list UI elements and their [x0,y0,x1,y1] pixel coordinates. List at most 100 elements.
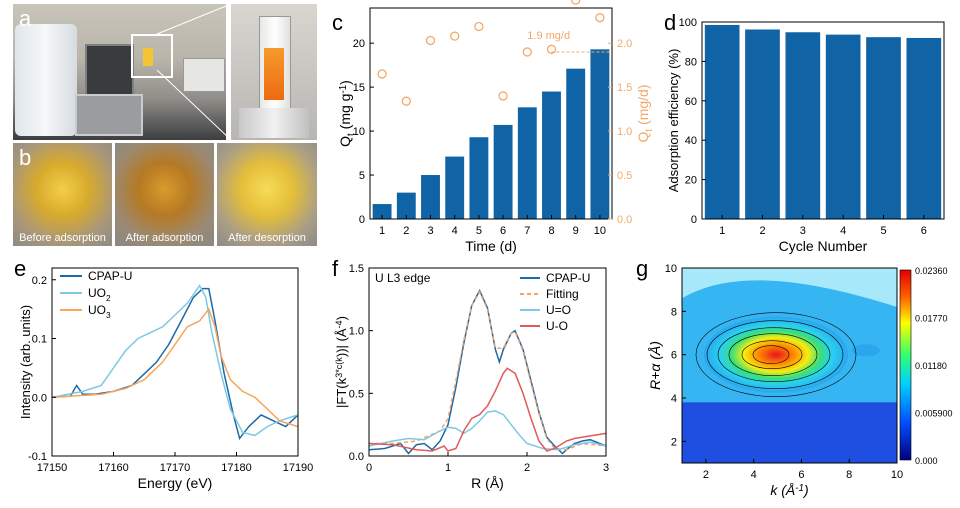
panel-label-c: c [332,10,343,35]
bar-c-9 [566,68,586,219]
e-series-UO2 [51,284,299,437]
panel-label-a: a [19,6,32,31]
e-xtick-label: 17160 [98,462,129,474]
scatter-c-6 [498,91,508,101]
chart-c: 1.9 mg/d 0 5 10 15 20 0.0 0.5 1.0 1.5 2.0 1 2 3 4 5 6 7 8 9… [337,0,655,254]
chart-g: 2 4 6 8 10 2 4 6 8 10 k (Å-1) R+α (Å) 0.02360 0.01770… [647,263,953,498]
d-xtick-label: 1 [719,225,725,237]
f-xlabel: R (Å) [471,475,504,491]
d-xtick-label: 3 [800,225,806,237]
c-xtick-label: 10 [594,225,606,237]
chart-e: -0.1 0.0 0.1 0.2 17150 17160 17170 17180 17190 En… [18,267,313,491]
d-xtick-label: 6 [921,225,927,237]
panel-label-f: f [332,256,339,281]
g-xtick-label: 10 [891,469,903,481]
g-colorbar-label: 0.000 [915,456,938,466]
g-contour [695,312,857,397]
bar-d-6 [906,37,942,219]
d-ytick-label: 20 [685,175,697,187]
plot-frame [369,7,613,220]
bar-c-3 [421,175,440,219]
c-annotation: 1.9 mg/d [527,30,570,42]
bar-c-2 [396,192,416,219]
d-ytick-label: 80 [685,56,697,68]
c-xtick-label: 9 [573,225,579,237]
scatter-c-3 [425,35,436,46]
d-xtick-label: 4 [840,225,846,237]
panel-label-g: g [636,256,648,281]
photo-a-zoom-column [231,4,317,140]
g-ytick-label: 10 [665,263,677,275]
g-side-blob [851,344,880,357]
f-ylabel: |FT(k3*c(k))| (Å-4) [334,316,349,408]
caption-before: Before adsorption [19,232,106,244]
f-xtick-label: 0 [366,462,372,474]
e-xtick-label: 17150 [37,462,68,474]
e-legend-label: CPAP-U [88,269,132,283]
f-ytick-label: 1.5 [349,263,364,275]
photo-b-after-desorption: After desorption [217,143,317,246]
g-colorbar-label: 0.01770 [915,314,948,324]
f-series-CPAP-U [368,288,607,455]
scatter-c-5 [474,21,484,32]
g-main-blob [704,316,848,393]
c-y2tick-label: 2.0 [617,38,632,50]
d-ytick-label: 0 [691,214,697,226]
scatter-c-10 [595,13,605,23]
e-ytick-label: 0.1 [32,334,47,346]
g-ytick-label: 6 [671,350,677,362]
c-ylabel: Qt (mg g-1) [337,80,357,147]
g-colorbar-label: 0.01180 [915,361,947,371]
bar-c-4 [445,156,465,219]
controller-box [75,94,143,136]
photo-b-after-adsorption: After adsorption [115,143,214,246]
d-xtick-label: 2 [759,225,765,237]
f-series-U-O [368,367,607,452]
plot-frame [681,267,898,464]
c-ytick-label: 5 [359,170,365,182]
caption-after-adsorption: After adsorption [125,232,204,244]
e-legend-label: UO2 [88,286,111,303]
d-ytick-label: 100 [679,17,697,29]
bar-c-1 [372,204,392,219]
scatter-c-8 [546,44,557,54]
c-y2tick-label: 0.5 [617,170,632,182]
c-xlabel: Time (d) [465,238,517,254]
bar-c-7 [517,107,537,219]
g-contour [706,320,844,389]
g-colorbar-label: 0.005900 [915,409,953,419]
f-legend-label: Fitting [546,287,579,301]
bar-d-2 [745,29,780,220]
g-ytick-label: 8 [671,306,677,318]
bar-c-5 [469,137,489,219]
d-xtick-label: 5 [880,225,886,237]
bar-d-4 [825,34,861,219]
column-fiber [264,48,284,100]
c-xtick-label: 1 [379,225,385,237]
column-stand [239,108,309,138]
c-xtick-label: 3 [427,225,433,237]
g-xlabel: k (Å-1) [770,482,808,498]
g-xtick-label: 8 [846,469,852,481]
f-ytick-label: 0.0 [349,451,364,463]
c-y2tick-label: 0.0 [617,214,632,226]
g-contour [741,340,803,369]
column-glow [143,48,153,66]
f-ytick-label: 0.5 [349,388,364,400]
f-xtick-label: 3 [603,462,609,474]
f-xtick-label: 2 [524,462,530,474]
c-xtick-label: 8 [548,225,554,237]
f-series-U=O [368,410,607,451]
chart-f: 0.0 0.5 1.0 1.5 0 1 2 3 U L3 edge R (Å) |FT(k3*c(k… [334,263,609,491]
f-legend-label: U-O [546,319,568,333]
d-ylabel: Adsorption efficiency (%) [666,49,681,193]
scatter-c-4 [450,31,460,41]
g-xtick-label: 6 [798,469,804,481]
bar-c-10 [590,49,610,220]
c-xtick-label: 7 [524,225,530,237]
g-ytick-label: 4 [671,393,677,405]
c-ytick-label: 20 [353,38,365,50]
g-xtick-label: 2 [703,469,709,481]
g-xtick-label: 4 [751,469,757,481]
